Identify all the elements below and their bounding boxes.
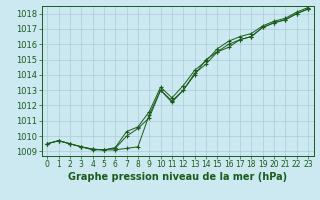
- X-axis label: Graphe pression niveau de la mer (hPa): Graphe pression niveau de la mer (hPa): [68, 172, 287, 182]
